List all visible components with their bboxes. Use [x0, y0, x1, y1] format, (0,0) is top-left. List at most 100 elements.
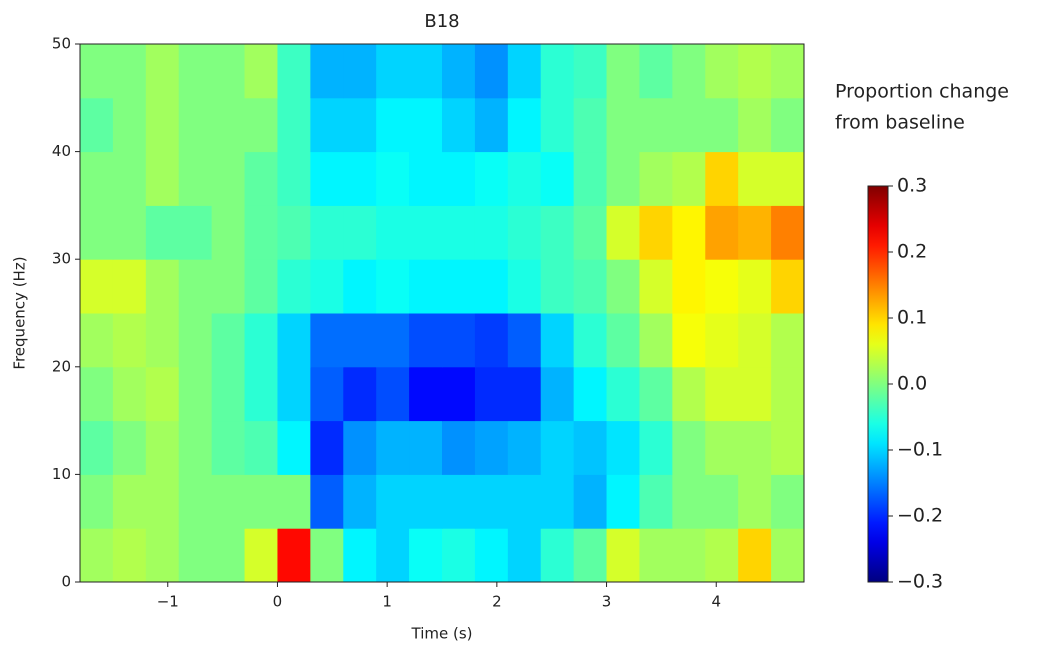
heatmap-cell — [409, 313, 443, 368]
heatmap-cell — [507, 205, 542, 260]
heatmap-cell — [376, 366, 410, 422]
heatmap-cell — [507, 97, 542, 153]
heatmap-cell — [771, 313, 805, 368]
heatmap-cell — [771, 44, 805, 99]
heatmap-cell — [771, 366, 805, 422]
heatmap-cell — [672, 259, 706, 314]
heatmap-cell — [639, 151, 673, 206]
x-tick-label: −1 — [157, 593, 179, 611]
heatmap-cell — [573, 97, 608, 153]
heatmap-cell — [705, 474, 739, 529]
heatmap-cell — [474, 259, 509, 314]
heatmap-cell — [606, 528, 640, 583]
heatmap-cell — [474, 474, 509, 529]
colorbar-tick-label: 0.2 — [897, 241, 927, 263]
heatmap-cell — [442, 259, 476, 314]
heatmap-cell — [112, 474, 147, 529]
heatmap-cell — [573, 205, 608, 260]
heatmap-cell — [178, 366, 213, 422]
heatmap-cell — [573, 528, 608, 583]
heatmap-cell — [211, 259, 246, 314]
heatmap-cell — [442, 44, 476, 99]
heatmap-cell — [211, 151, 246, 206]
heatmap-cell — [145, 474, 180, 529]
colorbar-tick-label: 0.1 — [897, 307, 927, 329]
heatmap-cell — [112, 313, 147, 368]
x-tick-label: 0 — [273, 593, 283, 611]
heatmap-cell — [672, 205, 706, 260]
colorbar-tick-label: 0.3 — [897, 175, 927, 197]
heatmap-cell — [277, 313, 311, 368]
heatmap-cell — [738, 259, 772, 314]
heatmap-cell — [639, 420, 673, 475]
heatmap-cell — [80, 420, 114, 475]
heatmap-cell — [738, 366, 772, 422]
heatmap-cell — [540, 474, 575, 529]
heatmap-cell — [376, 44, 410, 99]
heatmap-cell — [244, 205, 278, 260]
heatmap-cell — [507, 474, 542, 529]
heatmap-cell — [606, 97, 640, 153]
heatmap-cell — [145, 205, 180, 260]
heatmap-cell — [310, 366, 344, 422]
heatmap-cell — [573, 44, 608, 99]
heatmap-cell — [540, 420, 575, 475]
heatmap-cell — [639, 474, 673, 529]
heatmap-cell — [80, 151, 114, 206]
heatmap-cell — [771, 259, 805, 314]
heatmap-cell — [771, 97, 805, 153]
heatmap-cell — [507, 44, 542, 99]
heatmap-cell — [606, 313, 640, 368]
heatmap-cell — [211, 97, 246, 153]
heatmap-cell — [540, 97, 575, 153]
heatmap-cell — [705, 528, 739, 583]
heatmap-cell — [705, 151, 739, 206]
heatmap-cell — [244, 97, 278, 153]
heatmap-cell — [376, 205, 410, 260]
heatmap-cell — [409, 97, 443, 153]
heatmap-cell — [442, 528, 476, 583]
heatmap-cell — [442, 97, 476, 153]
heatmap-cell — [705, 205, 739, 260]
heatmap-cell — [310, 528, 344, 583]
heatmap-cell — [310, 151, 344, 206]
heatmap-cell — [672, 420, 706, 475]
heatmap-cell — [738, 97, 772, 153]
heatmap-cell — [178, 44, 213, 99]
heatmap-cell — [244, 366, 278, 422]
heatmap-cell — [771, 420, 805, 475]
heatmap-cell — [672, 528, 706, 583]
heatmap-cell — [442, 313, 476, 368]
heatmap-cell — [474, 528, 509, 583]
heatmap-cell — [507, 528, 542, 583]
heatmap-cell — [310, 313, 344, 368]
heatmap-cell — [639, 97, 673, 153]
heatmap-cell — [573, 151, 608, 206]
y-tick-label: 0 — [61, 573, 71, 591]
heatmap-cell — [540, 44, 575, 99]
heatmap-cell — [672, 151, 706, 206]
heatmap-cell — [343, 151, 377, 206]
heatmap-cell — [244, 474, 278, 529]
y-tick-label: 30 — [52, 250, 71, 268]
heatmap-cell — [507, 366, 542, 422]
heatmap-cell — [540, 528, 575, 583]
heatmap-cell — [112, 420, 147, 475]
heatmap-cell — [771, 205, 805, 260]
heatmap-cell — [80, 44, 114, 99]
heatmap-cell — [277, 97, 311, 153]
heatmap-cell — [738, 44, 772, 99]
heatmap-cell — [705, 44, 739, 99]
heatmap-cell — [606, 474, 640, 529]
heatmap-cell — [145, 44, 180, 99]
heatmap-cell — [540, 205, 575, 260]
heatmap-cell — [540, 366, 575, 422]
heatmap-cell — [409, 44, 443, 99]
heatmap-cell — [507, 259, 542, 314]
heatmap-cell — [573, 366, 608, 422]
heatmap-cell — [244, 420, 278, 475]
colorbar — [867, 185, 889, 583]
heatmap-cell — [540, 259, 575, 314]
heatmap-cell — [145, 420, 180, 475]
heatmap-cell — [376, 313, 410, 368]
